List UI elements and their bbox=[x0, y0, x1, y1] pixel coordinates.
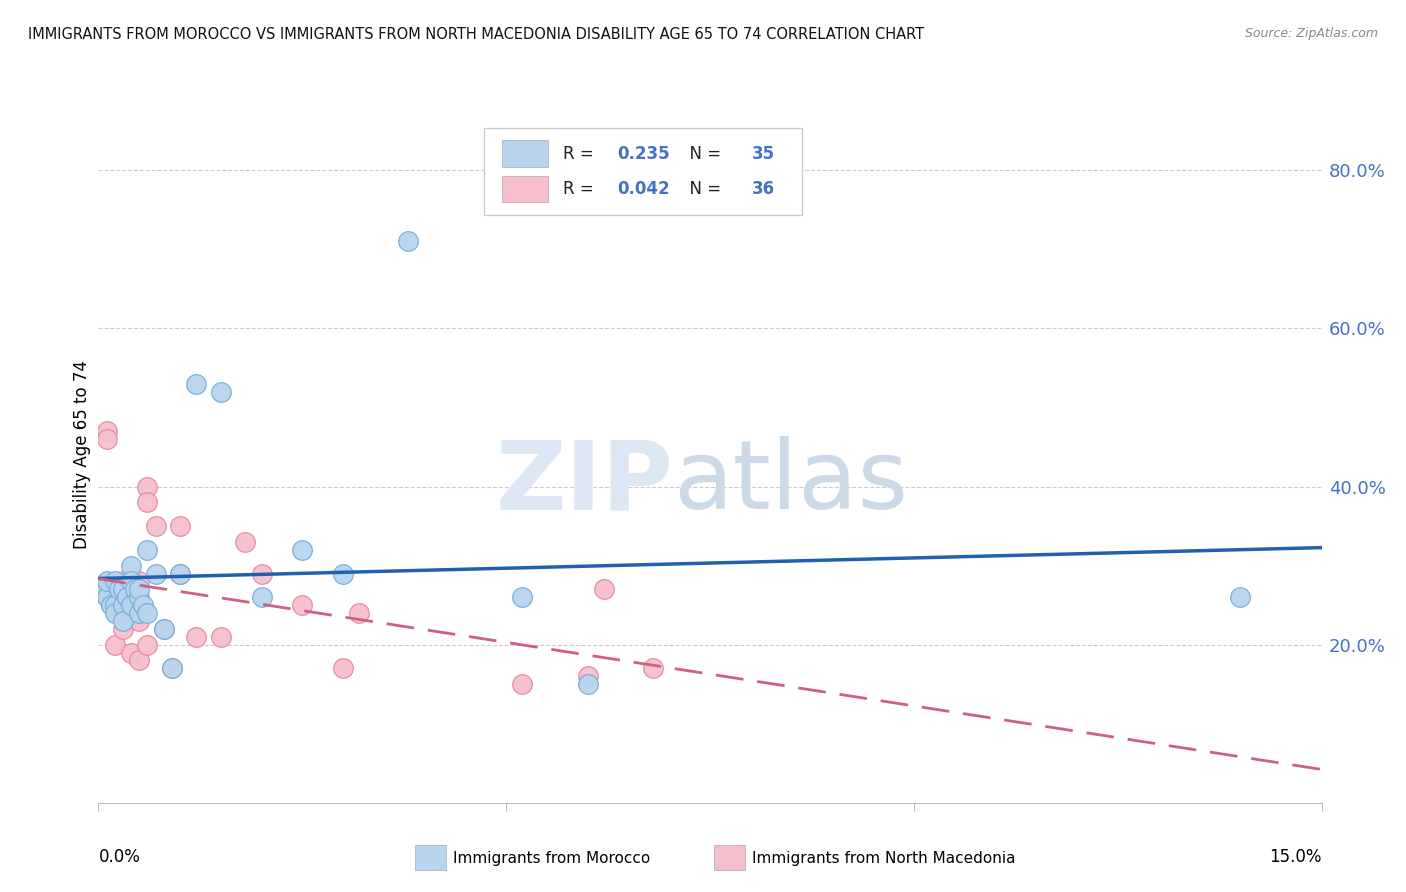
Point bbox=[120, 598, 142, 612]
Text: 0.042: 0.042 bbox=[617, 180, 671, 198]
Text: 15.0%: 15.0% bbox=[1270, 848, 1322, 866]
Point bbox=[104, 638, 127, 652]
Point bbox=[136, 495, 159, 509]
Point bbox=[111, 582, 134, 597]
Text: 0.235: 0.235 bbox=[617, 145, 671, 162]
Text: atlas: atlas bbox=[673, 436, 908, 529]
Point bbox=[332, 661, 354, 675]
Y-axis label: Disability Age 65 to 74: Disability Age 65 to 74 bbox=[73, 360, 91, 549]
Point bbox=[132, 598, 155, 612]
Point bbox=[91, 582, 114, 597]
Point bbox=[128, 606, 150, 620]
Point bbox=[152, 622, 174, 636]
Point bbox=[593, 582, 616, 597]
Point bbox=[100, 598, 122, 612]
Point bbox=[250, 591, 273, 605]
Point bbox=[512, 591, 534, 605]
Point bbox=[96, 432, 118, 446]
Point bbox=[233, 534, 256, 549]
Point bbox=[291, 542, 314, 557]
Point bbox=[111, 614, 134, 628]
Point bbox=[128, 574, 150, 589]
Point bbox=[91, 582, 114, 597]
Text: Immigrants from North Macedonia: Immigrants from North Macedonia bbox=[752, 851, 1015, 865]
Point bbox=[96, 424, 118, 438]
Point bbox=[120, 646, 142, 660]
Point bbox=[169, 566, 191, 581]
Point bbox=[104, 591, 127, 605]
Point bbox=[136, 606, 159, 620]
Point bbox=[120, 558, 142, 573]
FancyBboxPatch shape bbox=[502, 176, 548, 202]
Point bbox=[186, 376, 208, 391]
Point bbox=[111, 574, 134, 589]
Point bbox=[169, 519, 191, 533]
Point bbox=[136, 479, 159, 493]
Point bbox=[209, 630, 232, 644]
Point bbox=[128, 653, 150, 667]
Text: R =: R = bbox=[562, 145, 599, 162]
Point bbox=[124, 582, 146, 597]
Point bbox=[160, 661, 183, 675]
Point bbox=[128, 614, 150, 628]
Point bbox=[145, 566, 167, 581]
FancyBboxPatch shape bbox=[484, 128, 801, 215]
Point bbox=[120, 574, 142, 589]
Text: R =: R = bbox=[562, 180, 599, 198]
Point bbox=[96, 591, 118, 605]
Point bbox=[512, 677, 534, 691]
Point bbox=[120, 582, 142, 597]
Text: 35: 35 bbox=[752, 145, 775, 162]
Text: N =: N = bbox=[679, 145, 727, 162]
Point bbox=[291, 598, 314, 612]
Point bbox=[186, 630, 208, 644]
Point bbox=[108, 582, 131, 597]
Point bbox=[111, 598, 134, 612]
FancyBboxPatch shape bbox=[502, 140, 548, 167]
Point bbox=[104, 582, 127, 597]
Point bbox=[332, 566, 354, 581]
Point bbox=[576, 669, 599, 683]
Point bbox=[576, 677, 599, 691]
Text: Immigrants from Morocco: Immigrants from Morocco bbox=[453, 851, 650, 865]
Point bbox=[96, 574, 118, 589]
Point bbox=[104, 598, 127, 612]
Text: IMMIGRANTS FROM MOROCCO VS IMMIGRANTS FROM NORTH MACEDONIA DISABILITY AGE 65 TO : IMMIGRANTS FROM MOROCCO VS IMMIGRANTS FR… bbox=[28, 27, 924, 42]
Text: Source: ZipAtlas.com: Source: ZipAtlas.com bbox=[1244, 27, 1378, 40]
Text: 0.0%: 0.0% bbox=[98, 848, 141, 866]
Point bbox=[145, 519, 167, 533]
Point bbox=[1229, 591, 1251, 605]
Point bbox=[136, 638, 159, 652]
Point bbox=[641, 661, 664, 675]
Point bbox=[100, 598, 122, 612]
Point bbox=[104, 606, 127, 620]
Point bbox=[169, 566, 191, 581]
Point bbox=[160, 661, 183, 675]
Point bbox=[209, 384, 232, 399]
Point bbox=[396, 235, 419, 249]
Text: 36: 36 bbox=[752, 180, 775, 198]
Point bbox=[96, 591, 118, 605]
Point bbox=[111, 598, 134, 612]
Point bbox=[128, 591, 150, 605]
Point bbox=[250, 566, 273, 581]
Point bbox=[128, 582, 150, 597]
Point bbox=[111, 622, 134, 636]
Point bbox=[136, 542, 159, 557]
Point bbox=[104, 574, 127, 589]
Point bbox=[115, 591, 138, 605]
Point bbox=[349, 606, 371, 620]
Text: ZIP: ZIP bbox=[495, 436, 673, 529]
Point bbox=[120, 606, 142, 620]
Point bbox=[152, 622, 174, 636]
Text: N =: N = bbox=[679, 180, 727, 198]
